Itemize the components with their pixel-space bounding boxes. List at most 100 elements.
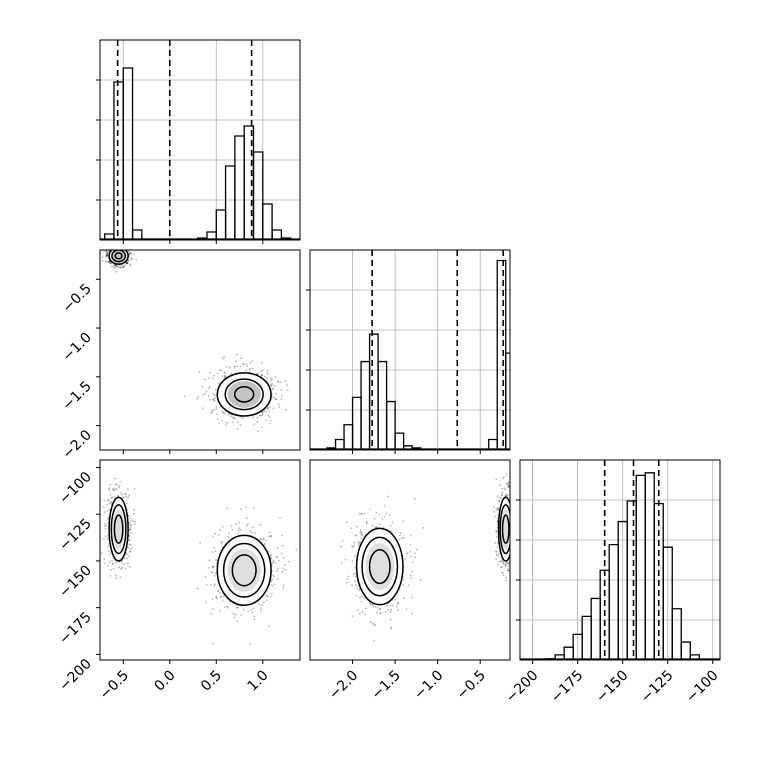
scatter-x-y-point <box>124 247 126 249</box>
scatter-x-y-point <box>256 420 259 423</box>
scatter-x-y-point <box>135 258 138 261</box>
scatter-y-z-point <box>399 531 402 534</box>
scatter-y-z-point <box>523 511 525 513</box>
scatter-x-y-point <box>218 369 221 372</box>
scatter-y-z-point <box>515 502 517 504</box>
scatter-y-z-point <box>340 561 343 564</box>
scatter-x-z-point <box>104 522 107 525</box>
scatter-x-y-point <box>124 246 126 248</box>
scatter-x-y-point <box>274 398 277 401</box>
scatter-x-z-ytick-label: −175 <box>56 609 95 648</box>
scatter-x-z-point <box>118 566 121 569</box>
scatter-y-z-point <box>495 553 498 556</box>
scatter-y-z-point <box>391 604 394 607</box>
scatter-x-z-point <box>107 518 109 521</box>
histogram-y-bar <box>385 400 396 450</box>
scatter-x-y-point <box>106 251 109 254</box>
scatter-y-z-point <box>506 561 509 564</box>
scatter-y-z-contour <box>361 536 399 597</box>
scatter-y-z-point <box>511 522 513 524</box>
scatter-x-z-point <box>102 506 105 508</box>
scatter-x-z-point <box>269 596 272 598</box>
scatter-x-z-point <box>121 566 124 569</box>
scatter-x-y-point <box>233 417 236 420</box>
scatter-y-z-point <box>402 537 405 539</box>
scatter-x-y-point <box>125 262 128 265</box>
scatter-x-y-point <box>125 262 128 264</box>
scatter-x-z-point <box>236 606 239 609</box>
scatter-x-y-point <box>218 422 220 424</box>
scatter-y-z-point <box>499 560 502 562</box>
scatter-x-z-point <box>212 642 214 645</box>
scatter-x-y-point <box>130 253 133 255</box>
histogram-y-xticks <box>352 450 481 454</box>
scatter-y-z-point <box>511 518 513 520</box>
scatter-y-z-point <box>358 589 361 592</box>
histogram-z-bar <box>689 654 700 660</box>
scatter-x-y-point <box>259 414 261 417</box>
scatter-x-z-point <box>217 589 220 592</box>
scatter-y-z-point <box>502 574 505 577</box>
scatter-x-y-point <box>233 365 236 368</box>
scatter-x-z-point <box>219 529 222 532</box>
scatter-x-y-point <box>119 266 122 269</box>
scatter-x-z-point <box>247 523 249 525</box>
scatter-x-z-point <box>213 547 216 549</box>
scatter-y-z-point <box>411 570 413 573</box>
scatter-y-z-point <box>358 596 361 599</box>
scatter-y-z-point <box>351 544 353 547</box>
scatter-x-z-point <box>119 491 122 494</box>
scatter-x-z-ytick-label: −200 <box>56 656 95 695</box>
scatter-x-z-point <box>227 535 230 538</box>
scatter-x-z-point <box>100 552 103 554</box>
histogram-x-bar <box>131 229 143 240</box>
scatter-x-y-point <box>115 265 117 268</box>
scatter-y-z-point <box>507 562 510 565</box>
scatter-x-y-point <box>232 417 235 420</box>
scatter-x-z-point <box>213 565 215 568</box>
scatter-x-z-point <box>237 529 240 532</box>
scatter-x-y-ytick-label: −0.5 <box>59 281 94 316</box>
scatter-x-z-point <box>113 489 116 492</box>
scatter-y-z-point <box>505 577 508 579</box>
scatter-y-z-point <box>353 580 356 583</box>
scatter-y-z-point <box>353 544 356 547</box>
scatter-x-z-point <box>109 503 112 505</box>
scatter-y-z-point <box>511 524 513 526</box>
scatter-x-y-point <box>120 248 122 250</box>
scatter-y-z-point <box>354 575 357 578</box>
scatter-x-z-point <box>242 609 245 611</box>
scatter-y-z-point <box>397 609 399 612</box>
scatter-y-z-point <box>354 573 357 576</box>
scatter-y-z-point <box>395 605 398 608</box>
scatter-x-y-point <box>116 242 118 244</box>
scatter-y-z-point <box>375 511 378 514</box>
scatter-x-y-density-core <box>227 381 261 408</box>
histogram-x-bar <box>113 81 124 240</box>
scatter-y-z-point <box>503 487 506 490</box>
histogram-y-bar <box>343 424 354 450</box>
scatter-y-z-point <box>383 504 386 507</box>
scatter-x-y-point <box>129 263 131 266</box>
scatter-x-y-point <box>270 384 273 387</box>
scatter-x-y-point <box>130 243 132 245</box>
scatter-y-z-point <box>389 618 392 621</box>
scatter-x-y-point <box>279 381 282 384</box>
scatter-x-z-point <box>270 557 273 559</box>
scatter-x-z-point <box>270 554 272 557</box>
scatter-x-y-point <box>263 375 266 378</box>
scatter-y-z-point <box>512 525 514 527</box>
scatter-x-y-point <box>106 254 109 257</box>
scatter-x-y-point <box>251 360 254 363</box>
scatter-x-z-point <box>282 587 284 589</box>
scatter-y-z-point <box>495 530 497 533</box>
scatter-x-y-point <box>127 259 130 261</box>
scatter-x-y-point <box>261 369 264 371</box>
scatter-x-z-point <box>235 523 238 526</box>
scatter-x-y-point <box>121 244 123 246</box>
scatter-x-z-point <box>111 562 114 565</box>
scatter-y-z-point <box>501 571 504 574</box>
scatter-x-z-point <box>224 606 227 608</box>
scatter-x-z-point <box>287 560 290 563</box>
histogram-y-bar <box>368 333 379 450</box>
